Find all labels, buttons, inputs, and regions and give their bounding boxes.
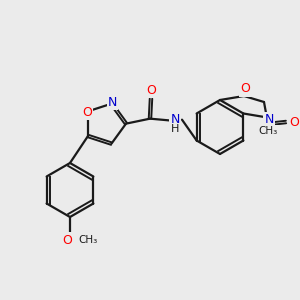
Text: N: N	[108, 96, 117, 109]
Text: O: O	[240, 82, 250, 95]
Text: O: O	[82, 106, 92, 119]
Text: N: N	[170, 113, 180, 126]
Text: CH₃: CH₃	[259, 125, 278, 136]
Text: O: O	[289, 116, 299, 128]
Text: O: O	[62, 233, 72, 247]
Text: N: N	[265, 113, 274, 126]
Text: O: O	[146, 84, 156, 97]
Text: CH₃: CH₃	[78, 235, 97, 245]
Text: H: H	[171, 124, 179, 134]
